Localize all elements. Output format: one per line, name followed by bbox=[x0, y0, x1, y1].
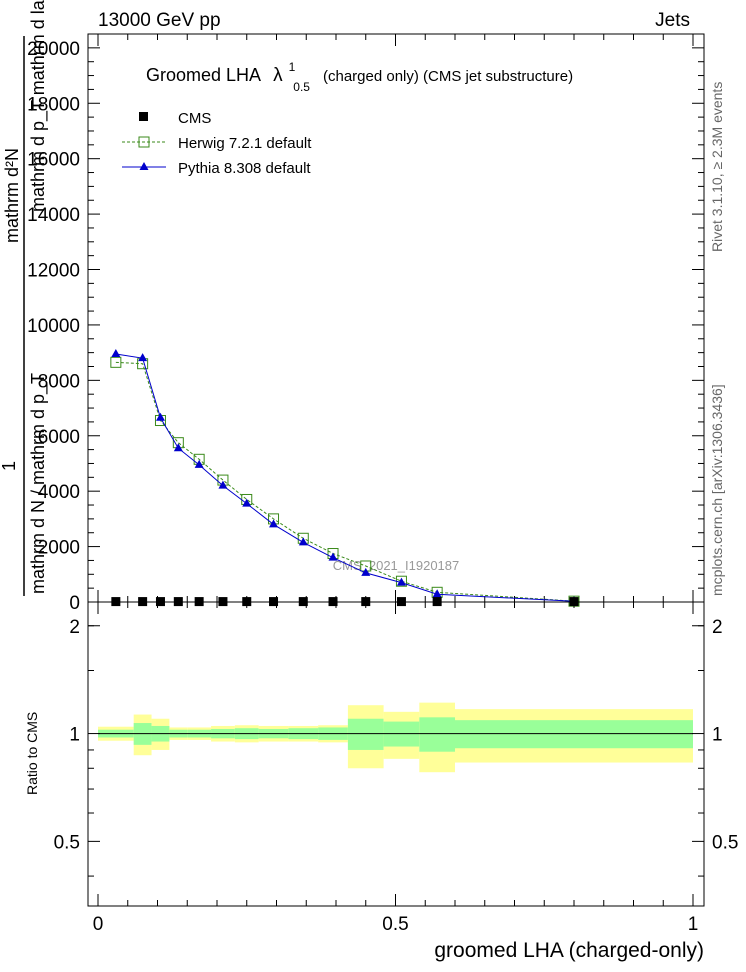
main-y-tick-labels: 0 2000 4000 6000 8000 10000 12000 14000 16000 180… bbox=[27, 39, 80, 614]
pythia-point bbox=[218, 480, 228, 489]
main-y-tick-label: 6000 bbox=[38, 427, 80, 448]
pythia-point bbox=[432, 589, 442, 598]
main-y-tick-label: 12000 bbox=[27, 261, 80, 282]
legend-pythia-label: Pythia 8.308 default bbox=[178, 160, 311, 177]
ratio-band-inner bbox=[419, 717, 455, 752]
pythia-point bbox=[269, 519, 279, 528]
herwig-line bbox=[115, 361, 575, 602]
main-title: Groomed LHA λ 1 0.5 (charged only) (CMS … bbox=[146, 55, 573, 95]
main-axis-ticks bbox=[88, 34, 704, 603]
main-y-tick-label: 18000 bbox=[27, 94, 80, 115]
ratio-y-tick-label-right: 1 bbox=[712, 725, 723, 746]
rivet-label: Rivet 3.1.10, ≥ 2.3M events bbox=[709, 82, 725, 252]
legend-herwig-marker bbox=[138, 136, 150, 148]
ratio-y-axis-label: Ratio to CMS bbox=[24, 712, 40, 795]
header-right: Jets bbox=[655, 10, 690, 31]
pythia-point bbox=[155, 412, 165, 421]
ratio-y-tick-label-right: 0.5 bbox=[712, 832, 738, 853]
ratio-band-inner bbox=[347, 718, 384, 750]
pythia-point bbox=[173, 443, 183, 452]
legend-pythia-marker bbox=[139, 162, 149, 170]
ylabel-numerator-2: mathrm d p_T mathrm d lambda bbox=[28, 0, 49, 212]
main-y-tick-label: 14000 bbox=[27, 205, 80, 226]
pythia-point bbox=[111, 349, 121, 358]
pythia-point bbox=[194, 459, 204, 468]
legend-cms-label: CMS bbox=[178, 110, 211, 127]
ylabel-one: 1 bbox=[0, 461, 19, 471]
ratio-axis-ticks bbox=[88, 602, 704, 906]
ratio-y-tick-label-right: 2 bbox=[712, 617, 723, 638]
main-title-suffix: (charged only) (CMS jet substructure) bbox=[323, 68, 573, 85]
pythia-point bbox=[396, 577, 406, 586]
pythia-point bbox=[298, 537, 308, 546]
main-y-tick-label: 20000 bbox=[27, 39, 80, 60]
main-title-sup: 1 bbox=[289, 60, 296, 74]
x-tick-label: 1 bbox=[688, 914, 699, 935]
x-tick-label: 0 bbox=[93, 914, 104, 935]
main-y-axis-label: mathrm d²N mathrm d p_T mathrm d lambda … bbox=[0, 0, 49, 596]
x-tick-label: 0.5 bbox=[382, 914, 408, 935]
ratio-bands bbox=[98, 702, 693, 773]
main-y-tick-label: 2000 bbox=[38, 538, 80, 559]
legend-cms-marker bbox=[139, 112, 148, 121]
main-y-tick-label: 16000 bbox=[27, 150, 80, 171]
pythia-line bbox=[115, 353, 575, 602]
ylabel-numerator: mathrm d²N bbox=[2, 148, 22, 243]
ratio-y-tick-label: 1 bbox=[69, 725, 80, 746]
x-axis-label: groomed LHA (charged-only) bbox=[434, 939, 704, 962]
main-y-tick-label: 0 bbox=[69, 593, 80, 614]
pythia-point bbox=[361, 567, 371, 576]
legend: CMS Herwig 7.2.1 default Pythia 8.308 de… bbox=[122, 110, 312, 177]
watermark: CMS_2021_I1920187 bbox=[333, 558, 460, 573]
ratio-y-tick-label: 2 bbox=[69, 617, 80, 638]
ratio-band-inner bbox=[455, 720, 693, 749]
ylabel-denominator: mathrm d N / mathrm d p_T bbox=[28, 373, 49, 594]
pythia-point bbox=[328, 552, 338, 561]
pythia-point bbox=[138, 353, 148, 362]
mcplots-label: mcplots.cern.ch [arXiv:1306.3436] bbox=[709, 384, 725, 596]
herwig-point bbox=[110, 356, 122, 368]
main-y-tick-label: 8000 bbox=[38, 371, 80, 392]
header-left: 13000 GeV pp bbox=[98, 10, 221, 31]
main-title-lambda: λ bbox=[273, 65, 283, 86]
x-tick-labels: 0 0.5 1 bbox=[93, 914, 699, 935]
main-y-tick-label: 4000 bbox=[38, 482, 80, 503]
main-y-tick-label: 10000 bbox=[27, 316, 80, 337]
pythia-point bbox=[242, 498, 252, 507]
main-title-prefix: Groomed LHA bbox=[146, 65, 261, 85]
main-title-sub: 0.5 bbox=[293, 80, 310, 94]
ratio-y-tick-label: 0.5 bbox=[54, 832, 80, 853]
legend-herwig-label: Herwig 7.2.1 default bbox=[178, 135, 312, 152]
ratio-y-tick-labels: 0.5 0.5 1 1 2 2 bbox=[54, 617, 739, 854]
